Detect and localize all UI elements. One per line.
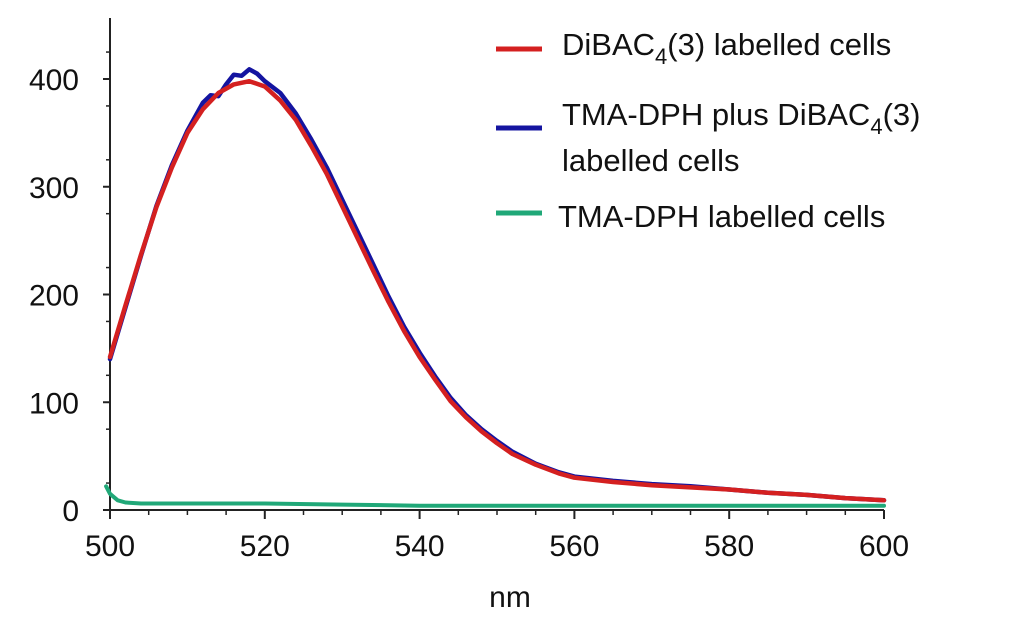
legend-label-part: (3) — [667, 27, 705, 62]
chart-axes — [109, 18, 884, 511]
series-lines — [104, 67, 887, 508]
legend-label-2-line2: labelled cells — [562, 143, 740, 178]
y-tick-label: 0 — [62, 495, 79, 528]
series-line-2 — [107, 67, 887, 503]
legend-label-3: TMA-DPH labelled cells — [558, 199, 885, 234]
x-tick-label: 500 — [85, 530, 135, 563]
y-tick-label: 200 — [29, 280, 79, 313]
x-tick-label: 560 — [549, 530, 599, 563]
y-tick-label: 300 — [29, 172, 79, 205]
legend-label-part: labelled cells — [705, 27, 891, 62]
x-tick-label: 540 — [395, 530, 445, 563]
legend-label-part: TMA-DPH plus DiBAC — [562, 97, 870, 132]
legend-label-part: DiBAC — [562, 27, 655, 62]
x-axis-title: nm — [489, 581, 531, 614]
series-line-3 — [104, 484, 886, 508]
legend-label-part: (3) — [883, 97, 921, 132]
legend-subscript: 4 — [655, 44, 667, 69]
y-tick-label: 100 — [29, 387, 79, 420]
legend-label-1: DiBAC4(3) labelled cells — [562, 27, 891, 69]
x-ticks: 500 520 540 560 580 600 — [85, 510, 909, 563]
legend-label-2: TMA-DPH plus DiBAC4(3) — [562, 97, 920, 139]
x-tick-label: 600 — [859, 530, 909, 563]
x-tick-label: 580 — [704, 530, 754, 563]
x-tick-label: 520 — [240, 530, 290, 563]
legend-subscript: 4 — [870, 114, 882, 139]
y-ticks: 0 100 200 300 400 — [29, 51, 110, 528]
y-tick-label: 400 — [29, 64, 79, 97]
series-line-1 — [107, 78, 887, 503]
